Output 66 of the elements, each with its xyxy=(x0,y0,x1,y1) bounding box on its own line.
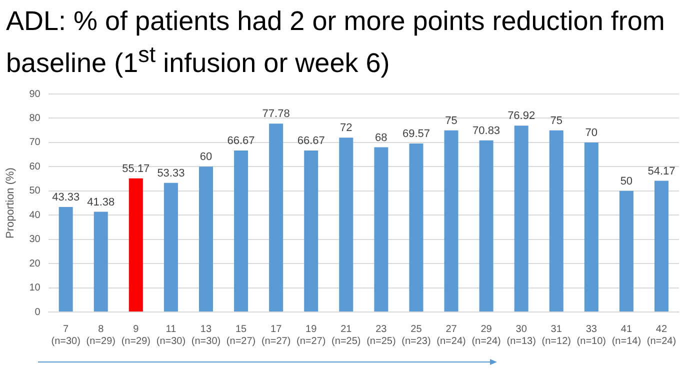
x-tick-label: 15 (n=27) xyxy=(226,324,256,347)
x-tick-label: 8 (n=29) xyxy=(86,324,116,347)
data-label: 76.92 xyxy=(508,110,536,122)
data-label: 69.57 xyxy=(402,128,430,140)
data-label: 53.33 xyxy=(157,167,185,180)
data-label: 75 xyxy=(445,114,458,127)
x-tick-label: 29 (n=24) xyxy=(472,324,501,347)
data-label: 50 xyxy=(620,175,633,188)
x-tick-label: 13 (n=30) xyxy=(191,324,221,347)
bar xyxy=(619,190,634,312)
bar xyxy=(94,212,108,312)
bar xyxy=(339,138,354,312)
x-tick-label: 7 (n=30) xyxy=(51,324,80,347)
y-tick-label: 30 xyxy=(29,234,41,246)
y-tick-label: 60 xyxy=(29,161,41,172)
x-tick-label: 25 (n=23) xyxy=(402,324,431,347)
x-tick-label: 17 (n=27) xyxy=(261,324,291,347)
x-tick-label: 27 (n=24) xyxy=(436,324,466,347)
chart-title: ADL: % of patients had 2 or more points reduction from baseline (1$^{st}$ infusion or week 6) xyxy=(5,5,666,80)
data-label: 72 xyxy=(340,122,352,134)
bar xyxy=(234,150,248,312)
x-tick-label: 41 (n=14) xyxy=(612,324,642,347)
y-tick-label: 70 xyxy=(29,137,41,148)
x-tick-label: 33 (n=10) xyxy=(576,324,606,347)
y-tick-label: 10 xyxy=(29,282,41,294)
bar xyxy=(409,143,424,312)
data-label: 55.17 xyxy=(122,162,150,175)
x-tick-label: 19 (n=27) xyxy=(296,324,326,347)
bar xyxy=(128,178,143,312)
data-label: 70.83 xyxy=(472,124,500,137)
x-tick-label: 30 (n=13) xyxy=(506,324,536,347)
bar xyxy=(58,207,73,312)
y-tick-label: 90 xyxy=(29,88,41,100)
x-tick-label: 11 (n=30) xyxy=(156,324,186,347)
bar xyxy=(479,140,494,312)
bar xyxy=(549,130,564,312)
y-axis-title: Proportion (%) xyxy=(4,168,17,238)
data-label: 66.67 xyxy=(297,135,325,148)
bar xyxy=(514,126,528,312)
data-label: 75 xyxy=(550,114,562,127)
data-label: 70 xyxy=(585,126,598,139)
data-label: 66.67 xyxy=(227,135,255,148)
x-tick-label: 23 (n=25) xyxy=(366,324,396,347)
y-tick-label: 80 xyxy=(29,112,41,124)
bar xyxy=(198,166,213,312)
bar xyxy=(584,142,598,312)
bar xyxy=(164,182,178,312)
x-tick-label: 21 (n=25) xyxy=(332,324,361,347)
data-label: 41.38 xyxy=(87,196,115,208)
y-tick-label: 0 xyxy=(34,306,41,318)
data-label: 54.17 xyxy=(648,165,676,178)
data-label: 43.33 xyxy=(52,192,80,204)
bar xyxy=(654,180,668,312)
y-tick-label: 20 xyxy=(29,258,41,270)
x-tick-label: 42 (n=24) xyxy=(646,324,676,347)
y-tick-label: 50 xyxy=(29,186,41,197)
data-label: 60 xyxy=(200,151,212,164)
y-tick-label: 40 xyxy=(29,210,41,221)
bar xyxy=(304,150,318,312)
bar xyxy=(444,130,458,312)
data-label: 68 xyxy=(375,132,388,144)
x-tick-label: 9 (n=29) xyxy=(121,324,151,347)
bar xyxy=(269,124,284,312)
x-tick-label: 31 (n=12) xyxy=(542,324,571,347)
bar xyxy=(374,147,388,312)
data-label: 77.78 xyxy=(262,108,290,120)
